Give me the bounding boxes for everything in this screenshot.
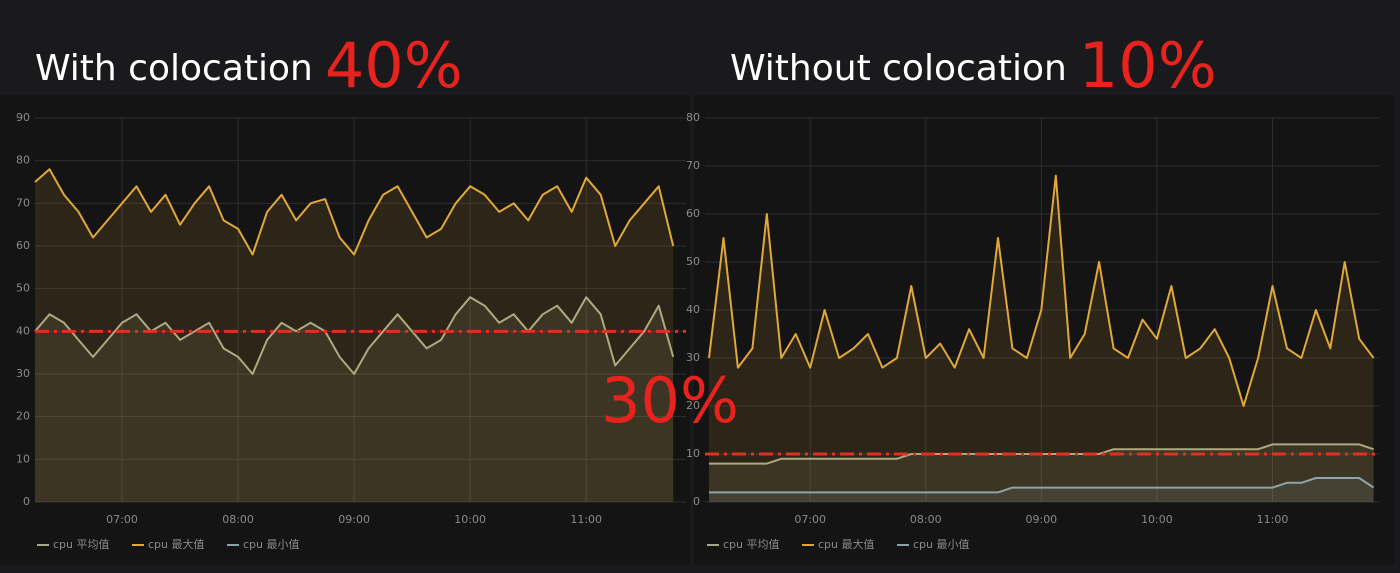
x-tick-label: 08:00 bbox=[910, 513, 942, 526]
y-tick-label: 80 bbox=[686, 111, 700, 124]
y-tick-label: 10 bbox=[686, 447, 700, 460]
area bbox=[35, 297, 674, 502]
panel-title: Without colocation 10% bbox=[730, 29, 1217, 102]
area bbox=[709, 175, 1374, 502]
y-tick-label: 30 bbox=[16, 367, 30, 380]
area bbox=[35, 169, 674, 502]
legend-label: cpu 最大值 bbox=[818, 537, 875, 551]
title-highlight: 10% bbox=[1079, 29, 1217, 102]
y-tick-label: 30 bbox=[686, 351, 700, 364]
x-tick-label: 07:00 bbox=[106, 513, 138, 526]
y-tick-label: 80 bbox=[16, 154, 30, 167]
x-tick-label: 09:00 bbox=[1025, 513, 1057, 526]
area bbox=[709, 478, 1374, 502]
y-tick-label: 0 bbox=[693, 495, 700, 508]
line bbox=[34, 296, 675, 375]
x-tick-label: 10:00 bbox=[1141, 513, 1173, 526]
y-tick-label: 10 bbox=[16, 452, 30, 465]
y-tick-label: 20 bbox=[686, 399, 700, 412]
x-tick-label: 08:00 bbox=[222, 513, 254, 526]
y-tick-label: 40 bbox=[686, 303, 700, 316]
legend-label: cpu 平均值 bbox=[723, 538, 780, 551]
title-highlight: 40% bbox=[325, 29, 463, 102]
x-tick-label: 07:00 bbox=[794, 513, 826, 526]
y-tick-label: 60 bbox=[16, 239, 30, 252]
y-tick-label: 70 bbox=[686, 159, 700, 172]
y-tick-label: 70 bbox=[16, 196, 30, 209]
line bbox=[34, 168, 675, 256]
y-tick-label: 50 bbox=[686, 255, 700, 268]
y-tick-label: 0 bbox=[23, 495, 30, 508]
line bbox=[709, 477, 1375, 494]
y-tick-label: 90 bbox=[16, 111, 30, 124]
line bbox=[708, 174, 1375, 407]
title-text: Without colocation bbox=[730, 48, 1067, 89]
x-tick-label: 09:00 bbox=[338, 513, 370, 526]
x-tick-label: 11:00 bbox=[570, 513, 602, 526]
y-tick-label: 20 bbox=[16, 410, 30, 423]
y-tick-label: 60 bbox=[686, 207, 700, 220]
title-text: With colocation bbox=[35, 48, 313, 89]
panel-title: With colocation 40% bbox=[35, 29, 463, 102]
annotation: 30% bbox=[601, 364, 739, 437]
legend-label: cpu 最小值 bbox=[243, 538, 300, 551]
legend-label: cpu 最小值 bbox=[913, 538, 970, 551]
x-tick-label: 10:00 bbox=[454, 513, 486, 526]
legend-label: cpu 平均值 bbox=[53, 538, 110, 551]
y-tick-label: 50 bbox=[16, 282, 30, 295]
x-tick-label: 11:00 bbox=[1257, 513, 1289, 526]
y-tick-label: 40 bbox=[16, 324, 30, 337]
legend-label: cpu 最大值 bbox=[148, 537, 205, 551]
